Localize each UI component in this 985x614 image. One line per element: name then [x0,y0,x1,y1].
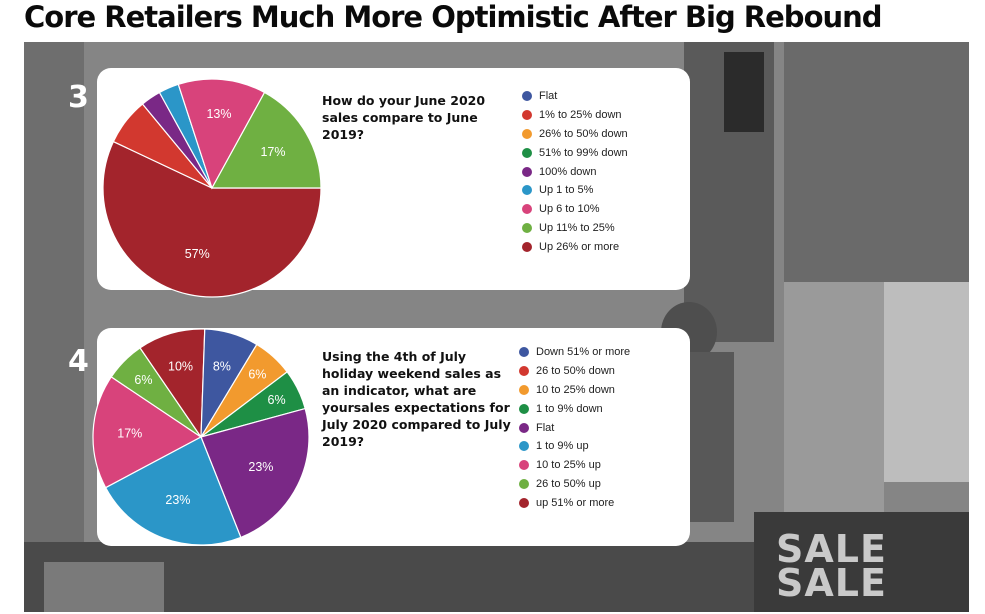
legend-label: 26 to 50% up [536,477,601,490]
pie-label-flat: 23% [248,460,273,474]
legend-label: Up 6 to 10% [539,203,600,216]
chart-3-pie: 57% 13% 17% [102,78,322,298]
legend-swatch [522,166,532,177]
pie-label-up-51-or-more: 10% [168,359,193,373]
legend-swatch [519,460,529,471]
pie-label-down-51-or-more: 8% [213,360,231,374]
legend-item-1-to-9-down: 1 to 9% down [519,399,630,418]
legend-item-26-to-50-up: 26 to 50% up [519,475,630,494]
pie-label-26-to-50-up: 6% [134,373,152,387]
pie-label-10-to-25-down: 6% [248,367,266,381]
legend-swatch [522,185,532,196]
store-background-photo: SALE SALE 3 57% 13% 17% How do your June 2… [24,42,969,612]
chart-3-question: How do your June 2020 sales compare to J… [322,93,486,142]
legend-label: 26% to 50% down [539,127,628,140]
legend-swatch [519,422,529,433]
legend-item-26-to-50-down: 26% to 50% down [522,125,628,144]
legend-swatch [519,478,529,489]
legend-item-1-to-25-down: 1% to 25% down [522,106,628,125]
legend-item-down-51-or-more: Down 51% or more [519,343,630,362]
legend-item-26-to-50-down: 26 to 50% down [519,362,630,381]
chart-4-legend: Down 51% or more 26 to 50% down 10 to 25% … [519,343,630,512]
chart-4-pie: 17%6%10% 8%6%6%23%23% [92,328,310,546]
sale-sign-line-1: SALE [776,527,887,571]
pie-slice-10-to-25-up [92,376,203,489]
chart-4-question: Using the 4th of July holiday weekend sa… [322,349,511,449]
legend-item-up-11-to-25: Up 11% to 25% [522,219,628,238]
pie-slice-1-to-9-up [104,436,242,546]
legend-item-up-1-to-5: Up 1 to 5% [522,181,628,200]
legend-label: Flat [536,421,555,434]
legend-item-100-down: 100% down [522,162,628,181]
chart-4-number: 4 [68,344,89,379]
legend-item-1-to-9-up: 1 to 9% up [519,437,630,456]
legend-swatch [522,204,532,215]
legend-swatch [522,147,532,158]
legend-item-10-to-25-down: 10 to 25% down [519,381,630,400]
legend-swatch [522,110,532,121]
legend-swatch [519,403,529,414]
legend-swatch [522,241,532,252]
sale-sign-line-2: SALE [776,561,887,605]
legend-label: up 51% or more [536,496,615,509]
legend-label: 1 to 9% up [536,440,589,453]
pie-slice-up-26-or-more [102,140,322,298]
legend-item-up-26-or-more: Up 26% or more [522,237,628,256]
pie-label-up-6-to-10: 13% [206,107,231,121]
legend-swatch [522,91,532,102]
pie-slice-up-6-to-10 [177,78,266,190]
legend-label: Up 26% or more [539,240,620,253]
pie-label-10-to-25-up: 17% [117,426,142,440]
pie-label-up-11-to-25: 17% [260,145,285,159]
pie-slice-up-11-to-25 [210,91,322,189]
legend-swatch [522,222,532,233]
legend-label: Flat [539,90,558,103]
legend-item-up-51-or-more: up 51% or more [519,493,630,512]
pie-label-up-26-or-more: 57% [185,247,210,261]
legend-swatch [519,347,529,358]
legend-item-flat: Flat [522,87,628,106]
legend-swatch [522,128,532,139]
legend-label: Up 1 to 5% [539,184,594,197]
pie-label-1-to-9-up: 23% [165,493,190,507]
legend-label: 1 to 9% down [536,402,603,415]
pie-label-1-to-9-down: 6% [268,393,286,407]
legend-swatch [519,384,529,395]
legend-item-51-to-99-down: 51% to 99% down [522,143,628,162]
legend-item-10-to-25-up: 10 to 25% up [519,456,630,475]
legend-label: Down 51% or more [536,346,631,359]
legend-label: 26 to 50% down [536,365,615,378]
legend-label: Up 11% to 25% [539,221,615,234]
legend-label: 51% to 99% down [539,146,628,159]
legend-item-flat: Flat [519,418,630,437]
legend-label: 1% to 25% down [539,109,622,122]
legend-swatch [519,497,529,508]
page-title: Core Retailers Much More Optimistic Afte… [24,0,883,34]
legend-label: 100% down [539,165,597,178]
pie-slice-flat [200,407,310,539]
sale-sign: SALE SALE [776,527,887,605]
legend-label: 10 to 25% down [536,383,615,396]
chart-3-legend: Flat 1% to 25% down 26% to 50% down 51% to … [522,87,628,256]
legend-swatch [519,366,529,377]
legend-label: 10 to 25% up [536,459,601,472]
legend-item-up-6-to-10: Up 6 to 10% [522,200,628,219]
legend-swatch [519,441,529,452]
chart-3-number: 3 [68,80,89,115]
